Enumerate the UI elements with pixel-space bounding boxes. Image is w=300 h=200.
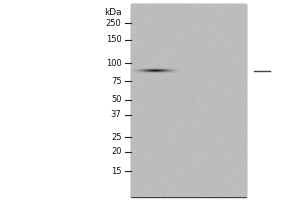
Bar [130, 4, 246, 197]
Text: 100: 100 [106, 58, 122, 68]
Text: 250: 250 [106, 19, 122, 27]
Text: 37: 37 [111, 110, 122, 119]
Text: 150: 150 [106, 36, 122, 45]
Text: 15: 15 [111, 166, 122, 176]
Text: 75: 75 [111, 76, 122, 86]
Text: 50: 50 [111, 96, 122, 104]
Text: kDa: kDa [104, 8, 122, 17]
Text: 20: 20 [111, 148, 122, 156]
Text: 25: 25 [111, 133, 122, 142]
